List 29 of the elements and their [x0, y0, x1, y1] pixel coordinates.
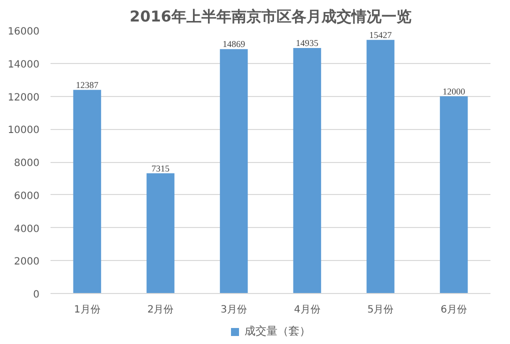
x-tick-label: 2月份	[147, 304, 174, 316]
y-tick-label: 4000	[14, 224, 40, 235]
y-tick-label: 12000	[8, 92, 40, 104]
y-tick-label: 2000	[14, 256, 40, 268]
bar	[73, 90, 102, 294]
bar	[366, 40, 394, 294]
data-label: 7315	[152, 163, 170, 174]
x-tick-label: 3月份	[220, 304, 248, 316]
x-tick-label: 6月份	[440, 304, 468, 316]
bar	[220, 49, 248, 294]
y-tick-label: 16000	[8, 26, 40, 38]
legend-label: 成交量（套）	[244, 324, 310, 338]
x-tick-label: 5月份	[367, 304, 394, 316]
data-label: 15427	[369, 30, 392, 40]
bar	[293, 48, 322, 294]
chart-title: 2016年上半年南京市区各月成交情况一览	[130, 8, 412, 26]
y-tick-label: 0	[33, 290, 40, 300]
y-tick-label: 6000	[14, 190, 40, 202]
data-label: 14869	[222, 39, 246, 50]
y-tick-label: 14000	[8, 59, 40, 70]
data-label: 14935	[296, 38, 319, 48]
bar	[146, 173, 174, 294]
data-label: 12387	[76, 80, 99, 90]
data-label: 12000	[442, 86, 466, 96]
bar	[440, 96, 468, 294]
x-tick-label: 4月份	[294, 304, 320, 316]
y-tick-label: 10000	[8, 125, 40, 136]
x-tick-label: 1月份	[74, 304, 100, 316]
y-tick-label: 8000	[14, 158, 40, 169]
